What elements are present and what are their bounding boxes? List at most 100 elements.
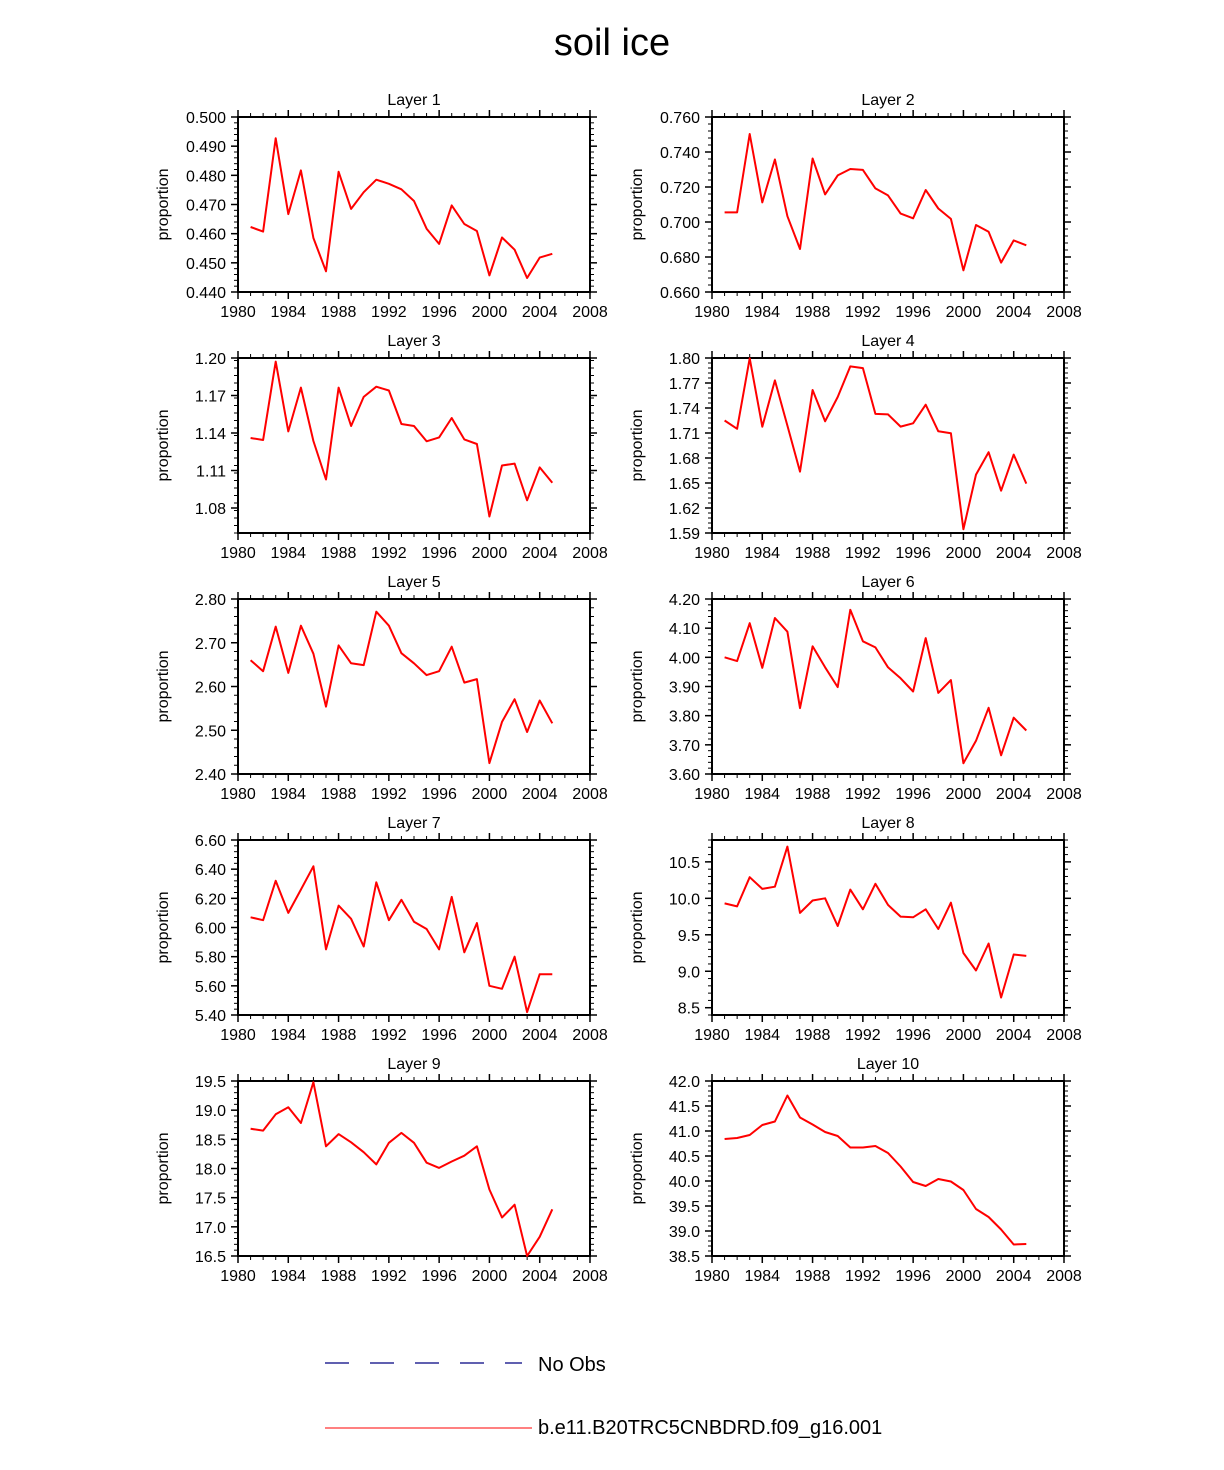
x-tick-label: 2004 <box>522 545 558 562</box>
y-tick-label: 2.70 <box>195 636 226 653</box>
y-tick-label: 0.660 <box>660 285 700 302</box>
y-tick-label: 0.740 <box>660 145 700 162</box>
plot-frame <box>711 1080 1065 1257</box>
x-tick-label: 1984 <box>744 1268 780 1285</box>
y-tick-label: 3.80 <box>669 709 700 726</box>
subplot-title: Layer 1 <box>387 92 440 109</box>
y-tick-label: 9.5 <box>678 928 700 945</box>
subplot-title: Layer 8 <box>861 815 914 832</box>
x-tick-label: 1988 <box>795 304 831 321</box>
x-tick-label: 2000 <box>946 1027 982 1044</box>
x-tick-label: 1984 <box>744 304 780 321</box>
y-tick-label: 38.5 <box>669 1249 700 1266</box>
y-axis-label: proportion <box>155 168 172 240</box>
series-line <box>250 360 554 518</box>
x-tick-label: 2000 <box>472 1268 508 1285</box>
y-tick-label: 39.5 <box>669 1199 700 1216</box>
x-tick-label: 2000 <box>472 304 508 321</box>
x-tick-label: 1996 <box>895 304 931 321</box>
y-tick-label: 41.5 <box>669 1099 700 1116</box>
x-tick-label: 2008 <box>572 545 608 562</box>
y-tick-label: 3.70 <box>669 738 700 755</box>
y-tick-label: 10.5 <box>669 855 700 872</box>
y-tick-label: 17.5 <box>195 1191 226 1208</box>
legend-model-label: b.e11.B20TRC5CNBDRD.f09_g16.001 <box>538 1417 882 1439</box>
y-tick-label: 0.720 <box>660 180 700 197</box>
series-line <box>724 1094 1027 1246</box>
y-tick-label: 1.68 <box>669 451 700 468</box>
x-tick-label: 1992 <box>371 304 407 321</box>
y-tick-label: 8.5 <box>678 1001 700 1018</box>
x-tick-label: 2000 <box>946 1268 982 1285</box>
x-tick-label: 1992 <box>371 1268 407 1285</box>
x-tick-label: 1980 <box>220 1027 256 1044</box>
x-tick-label: 2004 <box>996 1027 1032 1044</box>
x-tick-label: 1980 <box>220 786 256 803</box>
y-tick-label: 0.490 <box>186 139 226 156</box>
y-tick-label: 18.0 <box>195 1162 226 1179</box>
y-tick-label: 0.500 <box>186 110 226 127</box>
y-tick-label: 6.60 <box>195 833 226 850</box>
y-tick-label: 1.14 <box>195 426 226 443</box>
y-tick-label: 40.0 <box>669 1174 700 1191</box>
x-tick-label: 1980 <box>220 545 256 562</box>
y-tick-label: 1.62 <box>669 501 700 518</box>
y-tick-label: 1.11 <box>196 464 226 481</box>
x-tick-label: 2008 <box>1046 304 1082 321</box>
y-tick-label: 4.20 <box>669 592 700 609</box>
y-tick-label: 0.480 <box>186 168 226 185</box>
y-tick-label: 19.5 <box>195 1074 226 1091</box>
subplot-title: Layer 4 <box>861 333 914 350</box>
x-tick-label: 1984 <box>744 545 780 562</box>
x-tick-label: 2004 <box>996 786 1032 803</box>
y-tick-label: 0.470 <box>186 198 226 215</box>
series-line <box>250 865 553 1014</box>
x-tick-label: 2008 <box>1046 545 1082 562</box>
x-tick-label: 1988 <box>321 545 357 562</box>
y-tick-label: 1.77 <box>669 376 700 393</box>
series-line <box>250 1081 554 1257</box>
y-tick-label: 2.50 <box>195 723 226 740</box>
y-tick-label: 0.700 <box>660 215 700 232</box>
y-tick-label: 1.65 <box>669 476 700 493</box>
x-tick-label: 1996 <box>421 1268 457 1285</box>
y-tick-label: 5.40 <box>195 1008 226 1025</box>
x-tick-label: 1996 <box>421 545 457 562</box>
subplot-1: Layer 1 1980 1984 1988 1992 1996 2000 2004 2008 0… <box>155 92 608 321</box>
y-axis-label: proportion <box>155 1132 172 1204</box>
y-tick-label: 1.80 <box>669 351 700 368</box>
x-tick-label: 2008 <box>572 1027 608 1044</box>
x-tick-label: 1996 <box>421 304 457 321</box>
x-tick-label: 2008 <box>572 1268 608 1285</box>
x-tick-label: 1996 <box>895 545 931 562</box>
y-tick-label: 40.5 <box>669 1149 700 1166</box>
y-tick-label: 17.0 <box>195 1220 226 1237</box>
x-tick-label: 1996 <box>421 1027 457 1044</box>
x-tick-label: 1992 <box>371 545 407 562</box>
y-tick-label: 9.0 <box>678 964 700 981</box>
x-tick-label: 1980 <box>220 304 256 321</box>
x-tick-label: 2000 <box>946 786 982 803</box>
y-tick-label: 16.5 <box>195 1249 226 1266</box>
y-tick-label: 1.08 <box>195 501 226 518</box>
x-tick-label: 2000 <box>472 1027 508 1044</box>
x-tick-label: 1988 <box>795 786 831 803</box>
y-tick-label: 39.0 <box>669 1224 700 1241</box>
x-tick-label: 1984 <box>744 1027 780 1044</box>
plot-frame <box>237 839 591 1016</box>
subplot-9: Layer 9 1980 1984 1988 1992 1996 2000 2004 2008 1… <box>155 1056 608 1285</box>
plot-frame <box>711 357 1065 534</box>
plot-frame <box>237 1080 591 1257</box>
y-tick-label: 42.0 <box>669 1074 700 1091</box>
series-line <box>724 133 1027 272</box>
y-tick-label: 0.460 <box>186 227 226 244</box>
x-tick-label: 2008 <box>572 786 608 803</box>
figure-title: soil ice <box>553 22 671 64</box>
subplot-title: Layer 9 <box>387 1056 440 1073</box>
y-axis-label: proportion <box>629 891 646 963</box>
x-tick-label: 1980 <box>220 1268 256 1285</box>
x-tick-label: 1984 <box>270 786 306 803</box>
legend-obs-label: No Obs <box>538 1354 606 1376</box>
y-tick-label: 2.60 <box>195 680 226 697</box>
x-tick-label: 2008 <box>572 304 608 321</box>
